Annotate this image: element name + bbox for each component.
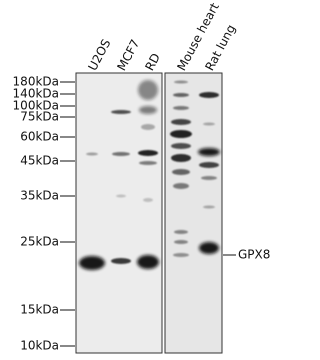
marker-label: 140kDa (13, 87, 59, 101)
band (174, 230, 188, 234)
band (173, 183, 189, 189)
band (86, 152, 98, 156)
band (199, 92, 219, 98)
marker-label: 15kDa (20, 303, 59, 317)
marker-label: 180kDa (13, 75, 59, 89)
band (79, 256, 105, 270)
band (143, 198, 153, 202)
band (201, 176, 217, 180)
band (137, 255, 159, 269)
marker-label: 60kDa (20, 130, 59, 144)
band (172, 169, 190, 175)
marker-label: 35kDa (20, 189, 59, 203)
band (139, 161, 157, 165)
band (138, 150, 158, 156)
band (173, 253, 189, 257)
band (171, 119, 191, 125)
band (170, 130, 192, 138)
band (174, 240, 188, 244)
band (171, 143, 191, 149)
lane-label: U2OS (85, 37, 113, 73)
blot-panel (75, 72, 163, 354)
marker-label: 45kDa (20, 154, 59, 168)
marker-label: 75kDa (20, 110, 59, 124)
band (203, 122, 215, 126)
band (111, 258, 131, 264)
band (198, 148, 220, 156)
marker-label: 10kDa (20, 339, 59, 353)
band (141, 124, 155, 130)
bands (79, 80, 220, 270)
band (111, 110, 131, 114)
band (171, 154, 191, 162)
band (203, 205, 215, 209)
blot-panel (164, 72, 223, 354)
band (174, 80, 188, 84)
band (112, 152, 130, 156)
marker-label: 100kDa (13, 99, 59, 113)
band (173, 93, 189, 97)
band (199, 162, 219, 168)
band (139, 106, 157, 114)
band (138, 80, 158, 100)
band (116, 194, 126, 198)
lane-label: MCF7 (114, 37, 142, 73)
marker-label: 25kDa (20, 235, 59, 249)
band (173, 106, 189, 110)
lane-label: RD (142, 51, 163, 73)
band (199, 242, 219, 254)
target-label: GPX8 (238, 248, 270, 262)
